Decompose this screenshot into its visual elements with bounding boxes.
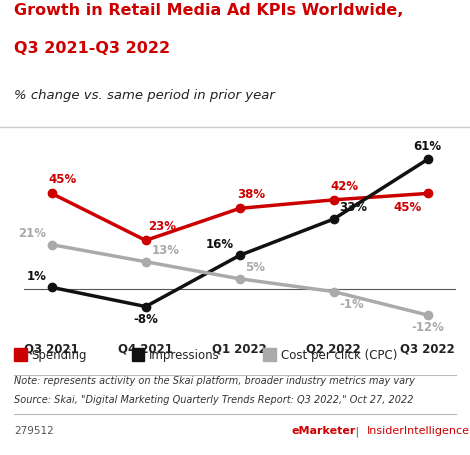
FancyBboxPatch shape (14, 349, 27, 361)
Text: 61%: 61% (414, 140, 442, 153)
Text: 23%: 23% (149, 220, 176, 233)
Text: 16%: 16% (206, 237, 234, 250)
Text: 13%: 13% (151, 243, 179, 257)
FancyBboxPatch shape (132, 349, 144, 361)
Text: 5%: 5% (245, 261, 265, 273)
Text: eMarketer: eMarketer (291, 425, 356, 435)
Text: 45%: 45% (394, 201, 422, 213)
Text: -1%: -1% (339, 297, 364, 310)
Text: |: | (352, 425, 363, 436)
Text: 1%: 1% (26, 269, 46, 282)
Text: Impressions: Impressions (149, 349, 220, 361)
Text: InsiderIntelligence.com: InsiderIntelligence.com (367, 425, 470, 435)
Text: -8%: -8% (133, 312, 158, 325)
Text: Q3 2021-Q3 2022: Q3 2021-Q3 2022 (14, 41, 170, 56)
Text: % change vs. same period in prior year: % change vs. same period in prior year (14, 89, 275, 102)
Text: Growth in Retail Media Ad KPIs Worldwide,: Growth in Retail Media Ad KPIs Worldwide… (14, 3, 403, 17)
Text: 42%: 42% (331, 179, 359, 192)
Text: 279512: 279512 (14, 425, 54, 435)
Text: 21%: 21% (18, 227, 46, 240)
Text: Cost per click (CPC): Cost per click (CPC) (281, 349, 397, 361)
FancyBboxPatch shape (263, 349, 276, 361)
Text: Note: represents activity on the Skai platform, broader industry metrics may var: Note: represents activity on the Skai pl… (14, 375, 415, 385)
Text: 33%: 33% (339, 201, 367, 214)
Text: Spending: Spending (31, 349, 87, 361)
Text: Source: Skai, "Digital Marketing Quarterly Trends Report: Q3 2022," Oct 27, 2022: Source: Skai, "Digital Marketing Quarter… (14, 394, 414, 404)
Text: 38%: 38% (237, 187, 265, 201)
Text: 45%: 45% (49, 173, 77, 186)
Text: -12%: -12% (411, 320, 444, 334)
